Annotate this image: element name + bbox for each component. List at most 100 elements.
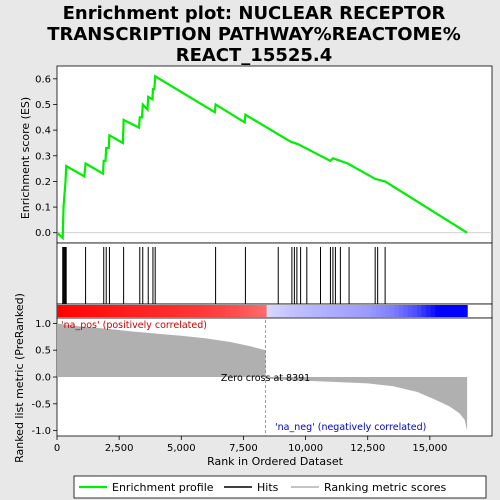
colorbar-segment [184,305,190,317]
colorbar-segment [453,305,459,317]
es-y-axis-label: Enrichment score (ES) [19,97,32,219]
colorbar-segment [134,305,140,317]
colorbar-segment [75,305,81,317]
legend-label-enrichment-profile: Enrichment profile [112,481,214,494]
colorbar-segment [216,305,222,317]
colorbar-segment [120,305,126,317]
colorbar-segment [275,305,281,317]
colorbar-segment [412,305,418,317]
colorbar-segment [448,305,455,317]
colorbar-segment [325,305,332,317]
colorbar-segment [161,305,167,317]
colorbar-segment [293,305,300,317]
colorbar-segment [307,305,313,317]
xtick-label: 7,500 [229,443,258,454]
colorbar-segment [207,305,213,317]
colorbar-segment [157,305,163,317]
colorbar-segment [170,305,177,317]
xtick-label: 2,500 [105,443,134,454]
colorbar-segment [266,305,272,317]
colorbar-segment [458,305,464,317]
colorbar-segment [252,305,259,317]
xtick-label: 15,000 [412,443,447,454]
ranking-metric-area [57,323,468,431]
colorbar-segment [389,305,395,317]
colorbar-segment [79,305,85,317]
colorbar-segment [129,305,136,317]
colorbar-segment [398,305,404,317]
xtick-label: 12,500 [350,443,385,454]
colorbar-segment [421,305,427,317]
legend-label-ranking-metric: Ranking metric scores [324,481,446,494]
colorbar-segment [143,305,149,317]
colorbar-segment [271,305,277,317]
colorbar-segment [230,305,236,317]
colorbar-segment [198,305,204,317]
legend-label-hits: Hits [257,481,279,494]
enrichment-profile-line [56,74,468,241]
colorbar-segment [61,305,67,317]
es-ytick-label: 0.4 [35,126,51,137]
colorbar-segment [175,305,181,317]
colorbar-segment [334,305,341,317]
positive-correlation-label: 'na_pos' (positively correlated) [61,320,207,331]
es-ytick-label: 0.0 [35,228,51,239]
negative-correlation-label: 'na_neg' (negatively correlated) [275,422,426,433]
colorbar-segment [125,305,131,317]
colorbar-segment [139,305,145,317]
zero-cross-annotation: Zero cross at 8391 [221,373,310,384]
colorbar-segment [116,305,122,317]
colorbar-segment [371,305,377,317]
colorbar-segment [426,305,432,317]
colorbar-segment [166,305,172,317]
metric-ytick-label: 0.5 [35,346,51,357]
colorbar-segment [339,305,345,317]
colorbar-segment [257,305,263,317]
es-ytick-label: 0.5 [35,100,51,111]
colorbar-segment [248,305,254,317]
colorbar-segment [362,305,368,317]
xtick-label: 10,000 [288,443,323,454]
es-panel-frame [56,65,493,244]
metric-ytick-label: 1.0 [35,319,51,330]
colorbar-segment [366,305,373,317]
legend-box [73,475,487,499]
colorbar-segment [107,305,113,317]
colorbar-segment [316,305,322,317]
colorbar-segment [152,305,158,317]
colorbar-segment [344,305,350,317]
chart-title-line-2: TRANSCRIPTION PATHWAY%REACTOME% [47,24,461,45]
es-ytick-label: 0.6 [35,74,51,85]
colorbar-segment [353,305,359,317]
colorbar-segment [380,305,386,317]
metric-y-ticks: -1.0 -0.5 0.0 0.5 1.0 [31,319,57,437]
colorbar-segment [407,305,414,317]
x-axis-label: Rank in Ordered Dataset [207,455,344,468]
colorbar-segment [284,305,291,317]
colorbar-segment [111,305,117,317]
colorbar-segment [439,305,445,317]
metric-y-axis-label: Ranked list metric (PreRanked) [13,293,26,463]
colorbar-segment [312,305,318,317]
metric-ytick-label: 0.0 [35,373,51,384]
colorbar-segment [202,305,208,317]
colorbar-segment [243,305,249,317]
colorbar-segment [98,305,104,317]
colorbar-segment [357,305,363,317]
colorbar-segment [189,305,195,317]
xtick-label: 0 [54,443,60,454]
es-ytick-label: 0.1 [35,203,51,214]
colorbar-segment [298,305,304,317]
colorbar-segment [417,305,423,317]
colorbar-segment [93,305,99,317]
colorbar-segment [57,305,63,317]
colorbar-segment [289,305,295,317]
colorbar-segment [239,305,245,317]
colorbar-segment [262,305,268,317]
colorbar-segment [348,305,354,317]
colorbar-segment [221,305,227,317]
es-ytick-label: 0.3 [35,151,51,162]
colorbar-segment [403,305,409,317]
hit-markers [62,247,386,304]
